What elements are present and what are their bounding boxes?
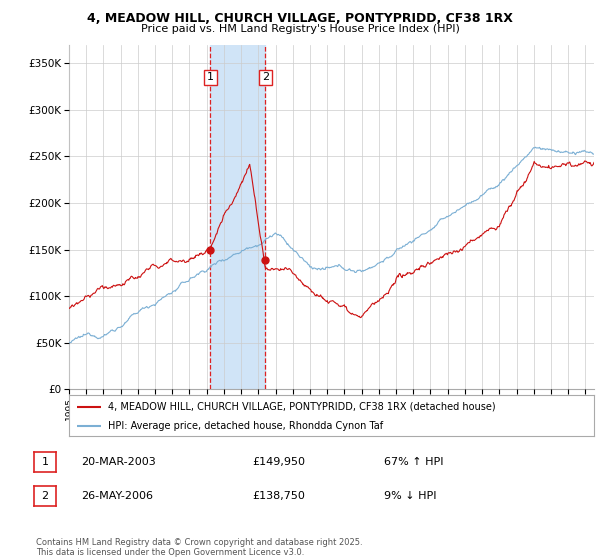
Text: 26-MAY-2006: 26-MAY-2006 [81, 491, 153, 501]
Text: £138,750: £138,750 [252, 491, 305, 501]
Bar [211, 45, 265, 389]
Text: 1: 1 [207, 72, 214, 82]
Text: 4, MEADOW HILL, CHURCH VILLAGE, PONTYPRIDD, CF38 1RX (detached house): 4, MEADOW HILL, CHURCH VILLAGE, PONTYPRI… [109, 402, 496, 412]
Text: Price paid vs. HM Land Registry's House Price Index (HPI): Price paid vs. HM Land Registry's House … [140, 24, 460, 34]
Text: HPI: Average price, detached house, Rhondda Cynon Taf: HPI: Average price, detached house, Rhon… [109, 421, 383, 431]
Text: 2: 2 [262, 72, 269, 82]
Text: 67% ↑ HPI: 67% ↑ HPI [384, 457, 443, 467]
Text: Contains HM Land Registry data © Crown copyright and database right 2025.
This d: Contains HM Land Registry data © Crown c… [36, 538, 362, 557]
Text: 4, MEADOW HILL, CHURCH VILLAGE, PONTYPRIDD, CF38 1RX: 4, MEADOW HILL, CHURCH VILLAGE, PONTYPRI… [87, 12, 513, 25]
Text: 1: 1 [41, 457, 49, 467]
Text: 20-MAR-2003: 20-MAR-2003 [81, 457, 156, 467]
Text: £149,950: £149,950 [252, 457, 305, 467]
Text: 2: 2 [41, 491, 49, 501]
Text: 9% ↓ HPI: 9% ↓ HPI [384, 491, 437, 501]
